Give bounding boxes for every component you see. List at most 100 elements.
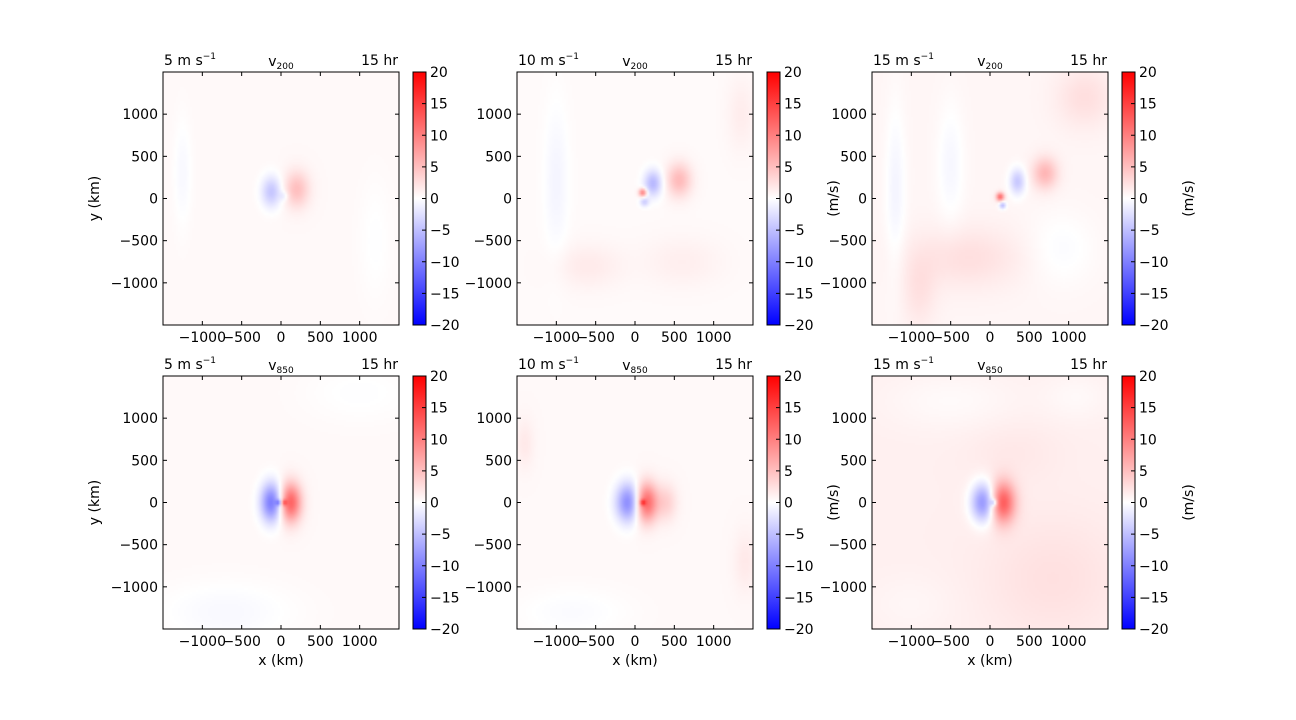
colorbar-tick-label: 10 <box>1139 432 1157 448</box>
colorbar-label: (m/s) <box>1181 180 1197 217</box>
heatmap-field <box>517 72 753 325</box>
colorbar-tick-label: −15 <box>430 590 460 606</box>
x-axis-label: x (km) <box>258 653 303 669</box>
x-axis-label: x (km) <box>967 653 1012 669</box>
colorbar-tick-label: 20 <box>784 65 802 81</box>
y-tick-label: 0 <box>503 496 512 512</box>
x-tick-label: −1000 <box>888 634 935 650</box>
y-tick-label: 1000 <box>476 107 512 123</box>
colorbar-tick-label: 0 <box>1139 192 1148 208</box>
x-tick-label: −500 <box>576 634 614 650</box>
colorbar-tick-label: 5 <box>1139 160 1148 176</box>
y-axis-label: y (km) <box>87 176 103 221</box>
colorbar-tick-label: 15 <box>784 97 802 113</box>
y-tick-label: 500 <box>485 453 512 469</box>
colorbar-tick-label: −20 <box>430 318 460 334</box>
x-tick-label: 500 <box>307 634 334 650</box>
colorbar-tick-label: 10 <box>784 128 802 144</box>
y-tick-label: −500 <box>120 234 158 250</box>
x-tick-label: −500 <box>222 634 260 650</box>
x-tick-label: 500 <box>1016 330 1043 346</box>
variable-label: v850 <box>268 358 294 376</box>
colorbar-tick-label: −5 <box>1139 527 1160 543</box>
x-tick-label: −1000 <box>179 634 226 650</box>
speed-exponent: −1 <box>921 52 934 62</box>
x-tick-label: −1000 <box>533 330 580 346</box>
time-label: 15 hr <box>715 53 752 69</box>
y-axis-label: y (km) <box>87 480 103 525</box>
y-tick-label: −1000 <box>465 276 512 292</box>
colorbar-tick-label: 20 <box>430 369 448 385</box>
colorbar-label: (m/s) <box>826 180 842 217</box>
speed-exponent: −1 <box>921 356 934 366</box>
x-axis-label: x (km) <box>612 653 657 669</box>
x-tick-label: 1000 <box>342 634 378 650</box>
y-tick-label: 500 <box>840 453 867 469</box>
x-tick-label: 1000 <box>342 330 378 346</box>
y-tick-label: −500 <box>829 234 867 250</box>
colorbar-tick-label: 5 <box>1139 464 1148 480</box>
heatmap-field <box>872 72 1108 325</box>
speed-exponent: −1 <box>203 356 216 366</box>
x-tick-label: 500 <box>661 634 688 650</box>
y-tick-label: −500 <box>829 538 867 554</box>
colorbar-tick-label: 20 <box>784 369 802 385</box>
variable-label: v850 <box>977 358 1003 376</box>
colorbar-tick-label: 0 <box>1139 496 1148 512</box>
colorbar-tick-label: 10 <box>784 432 802 448</box>
variable-label: v200 <box>622 54 648 72</box>
y-tick-label: −1000 <box>465 580 512 596</box>
colorbar-tick-label: 0 <box>430 496 439 512</box>
x-tick-label: 500 <box>1016 634 1043 650</box>
level-subscript: 200 <box>631 62 648 72</box>
y-tick-label: 500 <box>485 149 512 165</box>
colorbar-tick-label: −5 <box>784 527 805 543</box>
colorbar-label: (m/s) <box>1181 484 1197 521</box>
colorbar-tick-label: −10 <box>1139 255 1169 271</box>
x-tick-label: −500 <box>931 634 969 650</box>
level-subscript: 200 <box>277 62 294 72</box>
colorbar-tick-label: 10 <box>430 432 448 448</box>
speed-exponent: −1 <box>566 52 579 62</box>
colorbar-tick-label: 5 <box>430 160 439 176</box>
time-label: 15 hr <box>1070 53 1107 69</box>
x-tick-label: −500 <box>576 330 614 346</box>
x-tick-label: 0 <box>986 330 995 346</box>
colorbar-tick-label: 20 <box>1139 369 1157 385</box>
colorbar-tick-label: −20 <box>784 622 814 638</box>
speed-label: 15 m s−1 <box>873 52 934 69</box>
y-tick-label: −1000 <box>111 276 158 292</box>
colorbar-tick-label: −10 <box>430 559 460 575</box>
colorbar-label: (m/s) <box>826 484 842 521</box>
x-tick-label: 0 <box>277 634 286 650</box>
x-tick-label: 500 <box>307 330 334 346</box>
y-tick-label: 1000 <box>831 411 867 427</box>
y-tick-label: 0 <box>149 192 158 208</box>
colorbar-tick-label: 0 <box>430 192 439 208</box>
x-tick-label: 1000 <box>1051 330 1087 346</box>
colorbar-tick-label: −5 <box>430 223 451 239</box>
colorbar-tick-label: −10 <box>784 559 814 575</box>
colorbar-tick-label: −5 <box>784 223 805 239</box>
colorbar-tick-label: −20 <box>1139 622 1169 638</box>
colorbar-tick-label: 5 <box>784 160 793 176</box>
x-tick-label: −1000 <box>179 330 226 346</box>
speed-label: 10 m s−1 <box>518 356 579 373</box>
y-tick-label: −1000 <box>111 580 158 596</box>
colorbar-tick-label: −10 <box>784 255 814 271</box>
speed-label: 15 m s−1 <box>873 356 934 373</box>
time-label: 15 hr <box>361 53 398 69</box>
colorbar-tick-label: −10 <box>1139 559 1169 575</box>
x-tick-label: 0 <box>277 330 286 346</box>
x-tick-label: −500 <box>931 330 969 346</box>
y-tick-label: 1000 <box>122 107 158 123</box>
x-tick-label: 1000 <box>696 330 732 346</box>
x-tick-label: 0 <box>986 634 995 650</box>
y-tick-label: 500 <box>131 149 158 165</box>
y-tick-label: −500 <box>120 538 158 554</box>
colorbar-tick-label: −20 <box>1139 318 1169 334</box>
